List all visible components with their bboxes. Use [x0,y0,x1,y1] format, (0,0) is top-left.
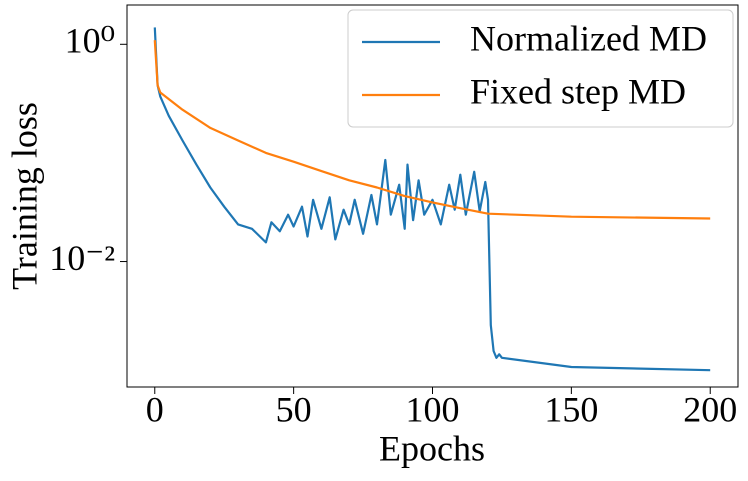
x-tick-label: 150 [544,389,598,429]
x-tick-label: 200 [683,389,737,429]
x-tick-label: 100 [406,389,460,429]
x-tick-label: 0 [146,389,164,429]
series-line [153,27,711,372]
legend-label: Fixed step MD [470,71,686,111]
x-tick-label: 50 [276,389,312,429]
legend-label: Normalized MD [470,18,707,58]
x-axis-label: Epochs [379,428,485,468]
plot-frame [126,4,739,388]
legend-box [347,9,734,128]
y-tick-label: 10⁰ [65,21,115,61]
y-tick-label: 10⁻² [49,238,115,278]
series-line [153,40,711,220]
y-axis-label: Training loss [4,102,44,290]
